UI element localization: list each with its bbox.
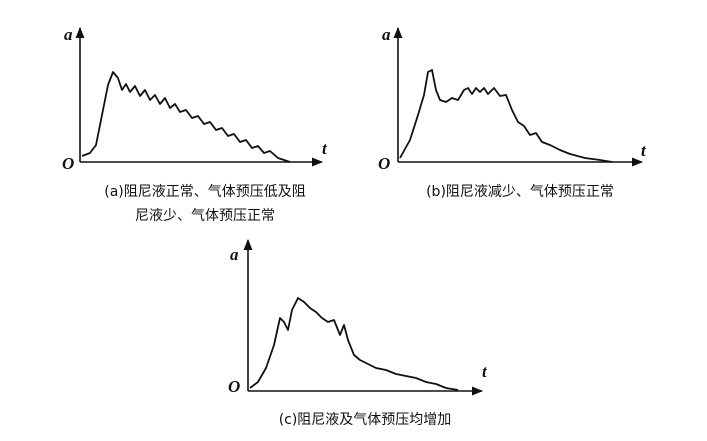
y-label: a (382, 25, 391, 44)
x-label: t (641, 141, 647, 160)
curve (399, 69, 613, 163)
caption: (c)阻尼液及气体预压均增加 (279, 412, 452, 428)
y-label: a (230, 245, 239, 264)
caption: (b)阻尼液减少、气体预压正常 (426, 184, 614, 200)
origin-label: O (228, 377, 240, 396)
caption: (a)阻尼液正常、气体预压低及阻 (104, 184, 306, 200)
x-label: t (322, 139, 328, 158)
origin-label: O (62, 154, 74, 173)
y-label: a (64, 25, 73, 44)
caption: 尼液少、气体预压正常 (135, 208, 275, 224)
panel-a: a t O (a)阻尼液正常、气体预压低及阻 尼液少、气体预压正常 (62, 25, 328, 224)
panel-b: a t O (b)阻尼液减少、气体预压正常 (378, 25, 647, 200)
curve (81, 71, 291, 163)
origin-label: O (378, 154, 390, 173)
panel-c: a t O (c)阻尼液及气体预压均增加 (228, 238, 488, 428)
x-label: t (482, 362, 488, 381)
curve (249, 297, 459, 391)
